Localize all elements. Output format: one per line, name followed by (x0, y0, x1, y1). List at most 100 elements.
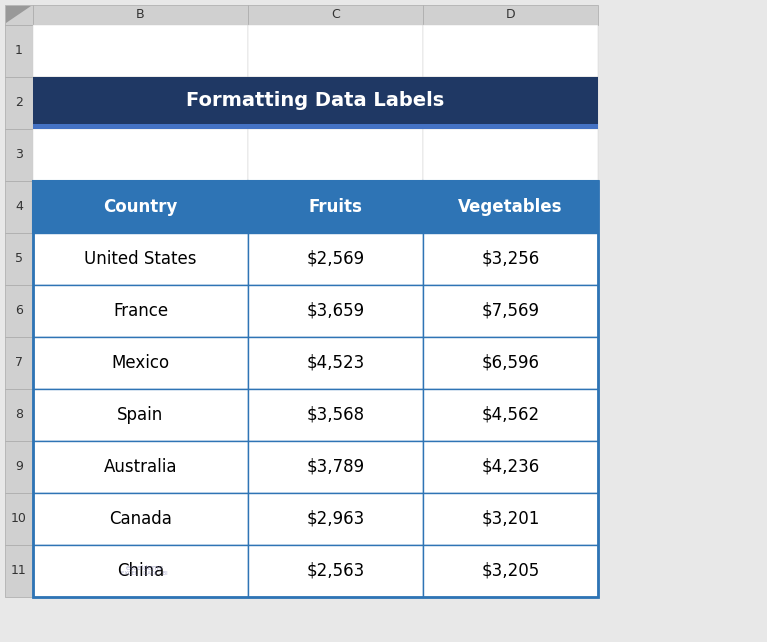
Bar (423, 337, 598, 389)
Bar (423, 233, 598, 285)
Text: 6: 6 (15, 304, 23, 318)
Bar (33, 545, 248, 597)
Bar (423, 493, 598, 545)
Bar (33, 124, 598, 129)
Bar (423, 285, 598, 337)
Bar (33, 389, 248, 441)
Bar (423, 389, 598, 441)
Bar (423, 129, 598, 181)
Bar (248, 441, 423, 493)
Bar (33, 389, 248, 441)
Bar (5, 337, 33, 389)
Bar (5, 545, 33, 597)
Bar (248, 77, 423, 129)
Bar (423, 389, 598, 441)
Bar (33, 233, 248, 285)
Bar (248, 233, 423, 285)
Bar (33, 545, 248, 597)
Bar (5, 129, 33, 181)
Bar (423, 337, 598, 389)
Bar (33, 181, 598, 597)
Bar (423, 493, 598, 545)
Text: 5: 5 (15, 252, 23, 266)
Bar (248, 5, 423, 25)
Text: 7: 7 (15, 356, 23, 370)
Text: $2,563: $2,563 (306, 562, 364, 580)
Text: D: D (505, 8, 515, 21)
Bar (423, 545, 598, 597)
Bar (33, 181, 248, 233)
Bar (5, 285, 33, 337)
Text: $3,568: $3,568 (307, 406, 364, 424)
Text: $6,596: $6,596 (482, 354, 539, 372)
Text: exceldemy: exceldemy (126, 565, 163, 571)
Bar (33, 285, 248, 337)
Bar (33, 441, 248, 493)
Text: 3: 3 (15, 148, 23, 162)
Bar (423, 77, 598, 129)
Bar (248, 181, 423, 233)
Text: 1: 1 (15, 44, 23, 58)
Text: 4: 4 (15, 200, 23, 214)
Text: $3,789: $3,789 (307, 458, 364, 476)
Bar (248, 285, 423, 337)
Bar (248, 337, 423, 389)
Bar (423, 5, 598, 25)
Text: Spain: Spain (117, 406, 163, 424)
Bar (5, 441, 33, 493)
Text: B: B (137, 8, 145, 21)
Bar (248, 545, 423, 597)
Text: Fruits: Fruits (308, 198, 363, 216)
Text: Canada: Canada (109, 510, 172, 528)
Bar (5, 493, 33, 545)
Text: $3,256: $3,256 (482, 250, 540, 268)
Text: EXCEL · DATA · BI: EXCEL · DATA · BI (121, 571, 168, 576)
Text: $3,201: $3,201 (482, 510, 540, 528)
Bar (423, 545, 598, 597)
Text: $2,569: $2,569 (307, 250, 364, 268)
Bar (33, 233, 248, 285)
Bar (248, 441, 423, 493)
Text: Vegetables: Vegetables (458, 198, 563, 216)
Text: Formatting Data Labels: Formatting Data Labels (186, 91, 445, 110)
Bar (248, 389, 423, 441)
Bar (423, 285, 598, 337)
Text: 11: 11 (12, 564, 27, 578)
Bar (423, 25, 598, 77)
Text: Mexico: Mexico (111, 354, 170, 372)
Polygon shape (6, 6, 31, 23)
Bar (33, 441, 248, 493)
Text: 9: 9 (15, 460, 23, 474)
Bar (33, 337, 248, 389)
Bar (248, 493, 423, 545)
Text: United States: United States (84, 250, 197, 268)
Bar (33, 181, 248, 233)
Bar (248, 233, 423, 285)
Text: $2,963: $2,963 (306, 510, 364, 528)
Bar (423, 441, 598, 493)
Bar (33, 493, 248, 545)
Text: 2: 2 (15, 96, 23, 110)
Bar (423, 181, 598, 233)
Text: Country: Country (104, 198, 178, 216)
Bar (5, 25, 33, 77)
Bar (248, 25, 423, 77)
Bar (423, 233, 598, 285)
Bar (248, 285, 423, 337)
Bar (33, 77, 598, 129)
Bar (248, 493, 423, 545)
Text: France: France (113, 302, 168, 320)
Text: $4,236: $4,236 (482, 458, 540, 476)
Bar (5, 233, 33, 285)
Text: $4,523: $4,523 (306, 354, 364, 372)
Bar (33, 285, 248, 337)
Bar (5, 389, 33, 441)
Text: Australia: Australia (104, 458, 177, 476)
Bar (5, 77, 33, 129)
Bar (33, 25, 248, 77)
Text: 8: 8 (15, 408, 23, 422)
Bar (33, 5, 248, 25)
Text: $3,205: $3,205 (482, 562, 540, 580)
Text: China: China (117, 562, 164, 580)
Text: $4,562: $4,562 (482, 406, 539, 424)
